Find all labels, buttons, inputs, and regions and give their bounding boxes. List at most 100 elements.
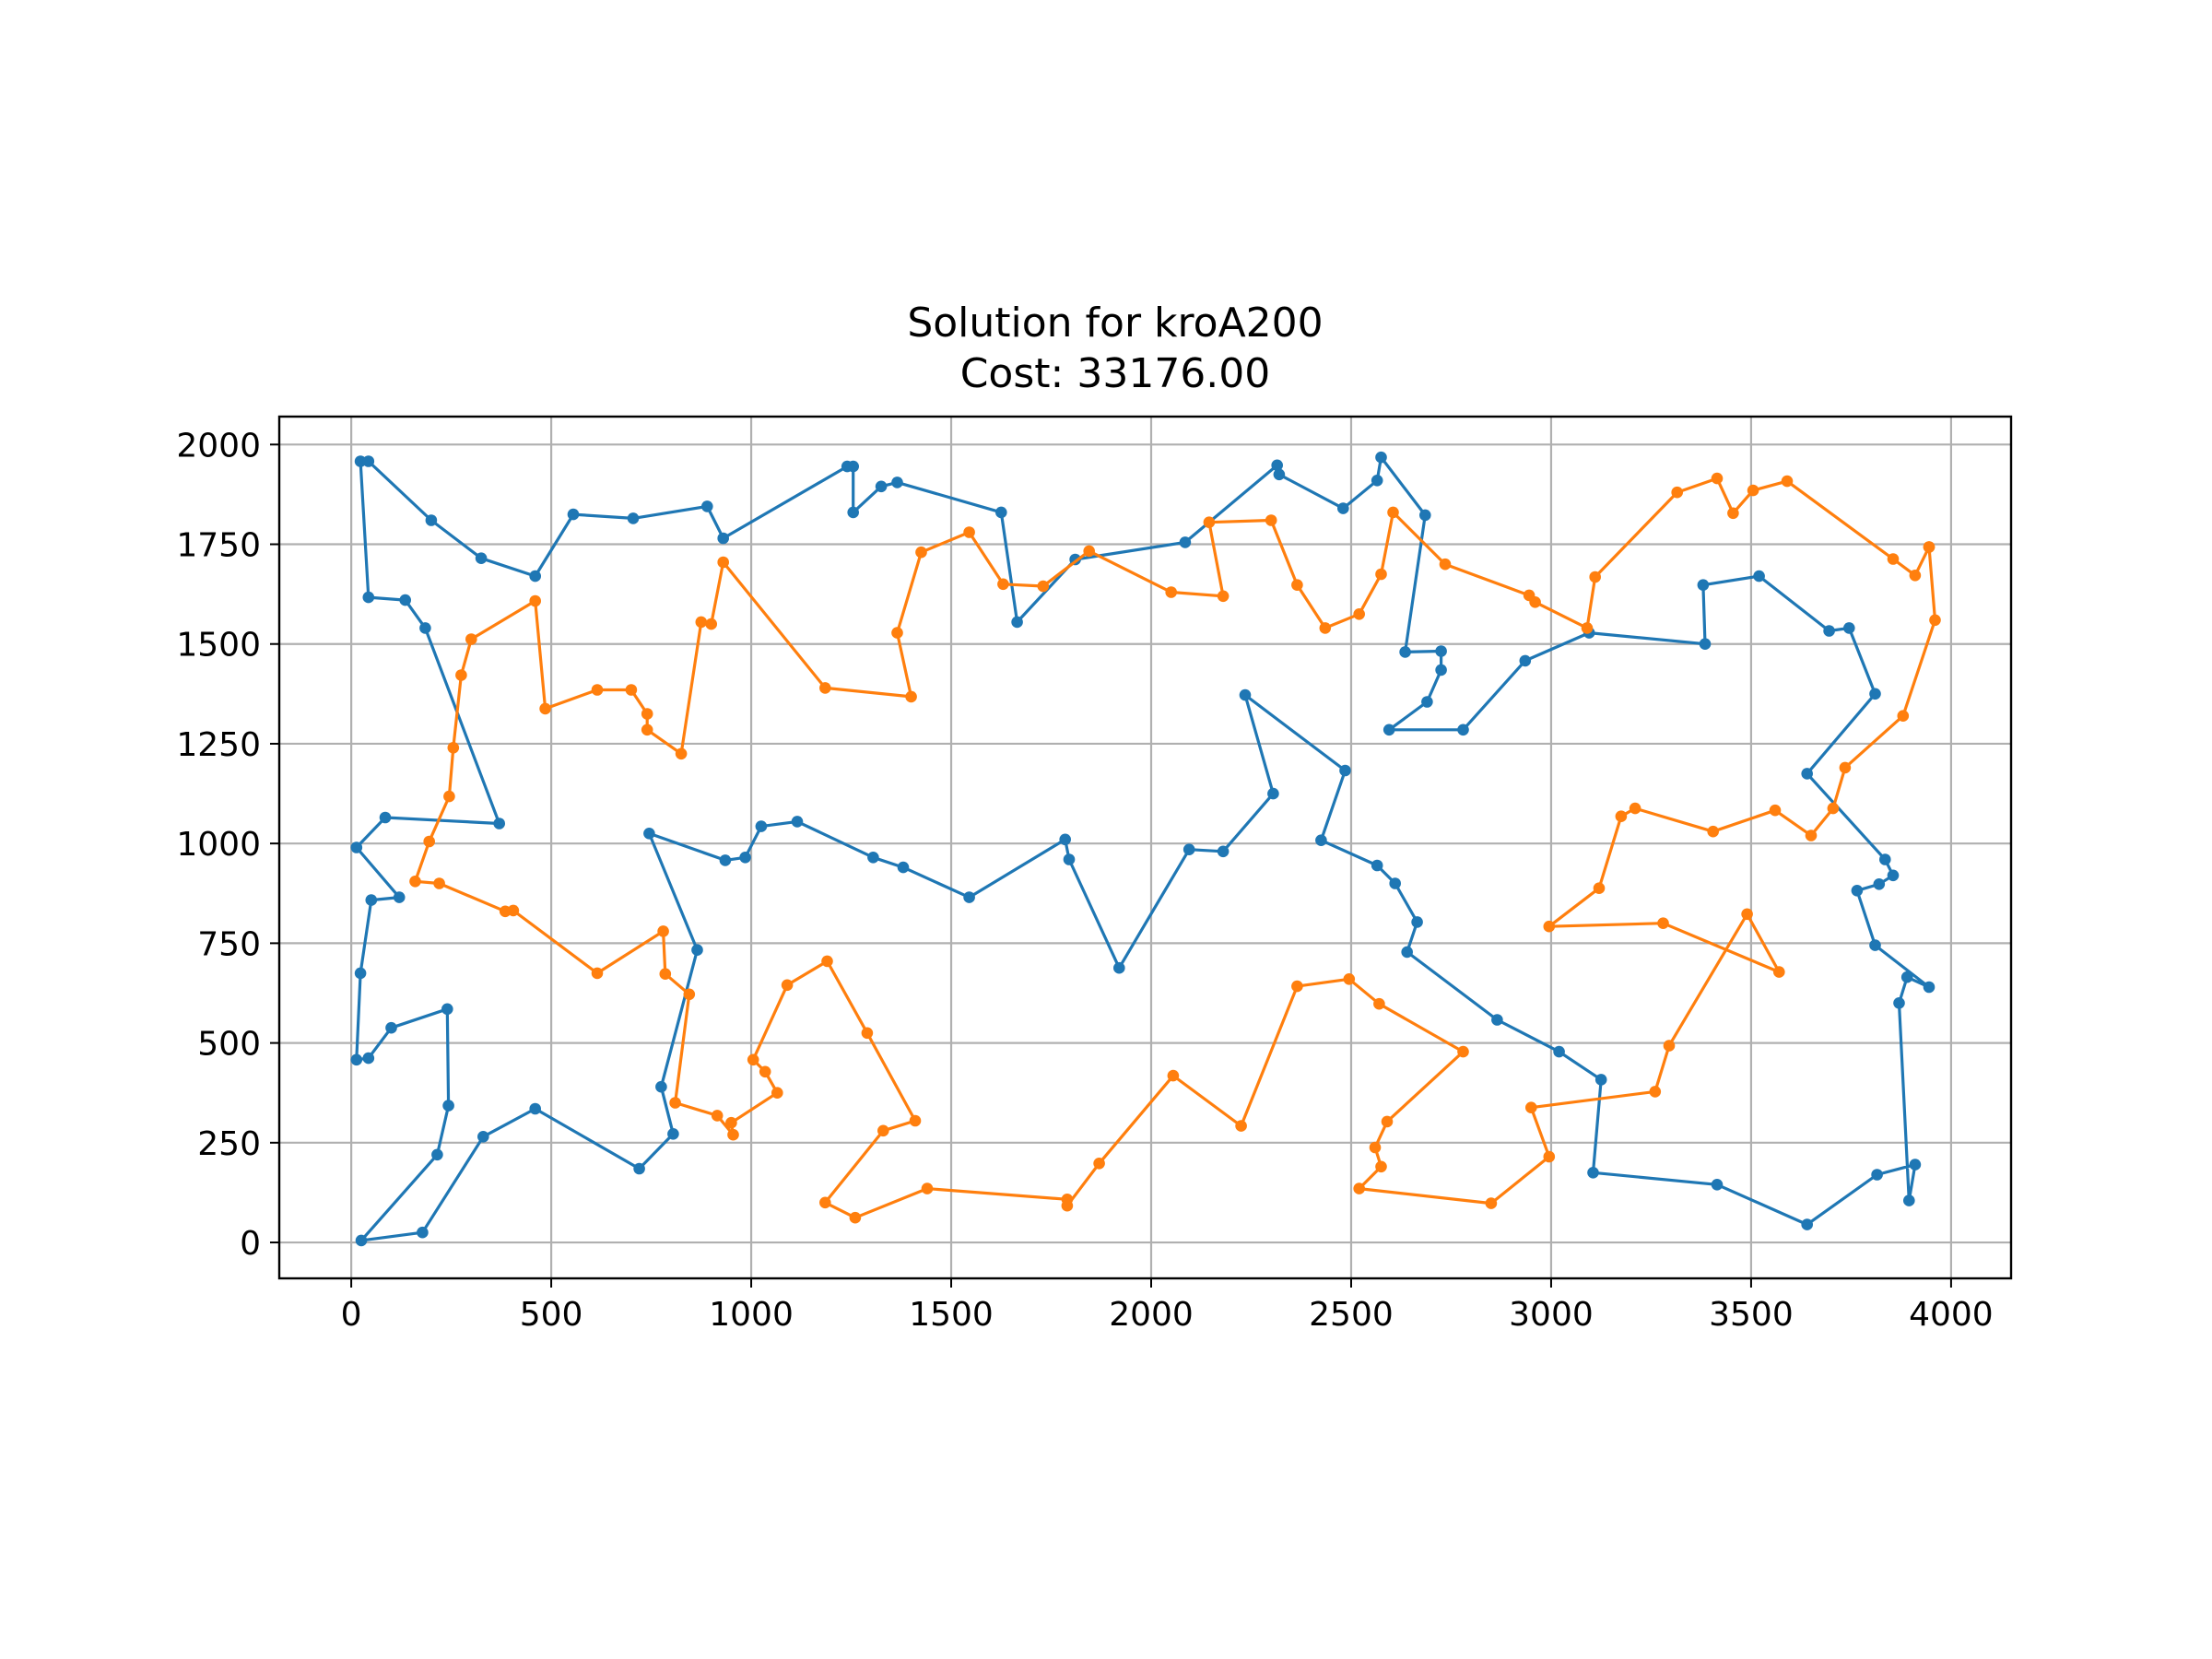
city-point (1629, 802, 1641, 815)
x-tick-label: 3500 (1709, 1296, 1794, 1334)
city-point (1697, 579, 1710, 591)
city-point (1291, 980, 1303, 993)
city-point (1203, 516, 1216, 528)
city-point (1265, 514, 1277, 526)
city-point (1382, 724, 1395, 736)
city-point (1801, 768, 1813, 780)
city-point (477, 1131, 489, 1143)
y-tick-label: 1000 (176, 826, 261, 864)
axes: 0 500 1000 1500 2000 2500 3000 3500 4000 0 250 500 7… (176, 415, 2013, 1334)
city-point (819, 1196, 831, 1209)
city-point (1707, 825, 1719, 838)
city-point (1594, 1074, 1607, 1086)
route-line-1 (355, 455, 1931, 1242)
city-point (659, 968, 672, 980)
city-point (683, 988, 696, 1001)
city-point (877, 1124, 889, 1137)
city-point (1011, 616, 1023, 629)
city-point (365, 894, 378, 906)
city-point (705, 618, 717, 630)
city-point (539, 702, 551, 715)
city-point (1727, 507, 1739, 520)
city-point (1375, 1160, 1387, 1173)
city-point (643, 828, 655, 840)
city-point (507, 904, 520, 917)
city-point (1900, 971, 1913, 983)
city-point (1217, 590, 1230, 603)
city-point (1371, 859, 1383, 872)
city-point (1457, 1045, 1469, 1058)
city-point (1909, 1159, 1922, 1171)
city-point (1271, 459, 1283, 472)
city-point (1887, 553, 1900, 565)
city-point (1457, 724, 1469, 736)
city-point (1909, 570, 1922, 582)
city-point (667, 1128, 679, 1140)
city-point (1741, 908, 1753, 921)
city-point (719, 854, 732, 866)
city-point (442, 1100, 454, 1112)
city-point (423, 835, 436, 848)
city-point (1083, 545, 1095, 558)
city-point (1389, 877, 1401, 889)
city-point (1781, 475, 1794, 488)
city-point (1711, 472, 1724, 485)
city-point (1373, 997, 1385, 1010)
x-tick-label: 4000 (1909, 1296, 1994, 1334)
city-point (1827, 802, 1840, 815)
city-point (1581, 622, 1594, 634)
city-point (493, 818, 505, 830)
city-point (1649, 1086, 1662, 1098)
x-tick-label: 3000 (1509, 1296, 1594, 1334)
city-point (409, 876, 421, 888)
city-point (443, 790, 455, 803)
city-point (379, 811, 392, 824)
city-point (747, 1053, 759, 1066)
y-tick-label: 1250 (176, 726, 261, 764)
city-point (1823, 625, 1835, 637)
city-point (963, 891, 975, 903)
city-point (354, 967, 367, 980)
city-point (819, 682, 831, 694)
city-point (1593, 882, 1606, 894)
city-point (1093, 1158, 1105, 1170)
city-point (1411, 916, 1423, 928)
city-point (1491, 1014, 1503, 1026)
city-point (891, 477, 903, 488)
y-tick-label: 500 (197, 1026, 261, 1064)
city-point (657, 925, 669, 937)
city-point (739, 852, 751, 864)
city-point (1485, 1197, 1498, 1209)
city-point (1059, 833, 1071, 846)
city-point (1543, 1150, 1556, 1163)
city-point (891, 627, 903, 639)
city-point (385, 1021, 397, 1034)
city-point (1843, 622, 1855, 634)
city-point (701, 500, 713, 512)
city-point (1519, 654, 1532, 667)
x-tick-label: 2000 (1109, 1296, 1194, 1334)
city-point (1063, 853, 1076, 865)
city-point (1711, 1179, 1724, 1191)
x-tick-label: 500 (520, 1296, 583, 1334)
city-point (1543, 920, 1556, 933)
city-point (1182, 843, 1195, 855)
city-point (1523, 589, 1535, 602)
city-point (1663, 1040, 1676, 1052)
city-point (1435, 645, 1447, 657)
city-point (529, 570, 541, 582)
city-point (849, 1211, 862, 1224)
city-point (1235, 1120, 1247, 1132)
city-point (1291, 579, 1303, 591)
city-point (1923, 981, 1936, 994)
city-point (717, 532, 729, 545)
city-point (1805, 830, 1818, 841)
city-point (475, 552, 488, 564)
city-point (1671, 486, 1683, 499)
chart-title: Solution for kroA200 (907, 300, 1323, 347)
city-point (1747, 484, 1759, 497)
city-point (905, 690, 917, 703)
plot-area (350, 451, 1941, 1247)
city-point (1381, 1115, 1394, 1128)
